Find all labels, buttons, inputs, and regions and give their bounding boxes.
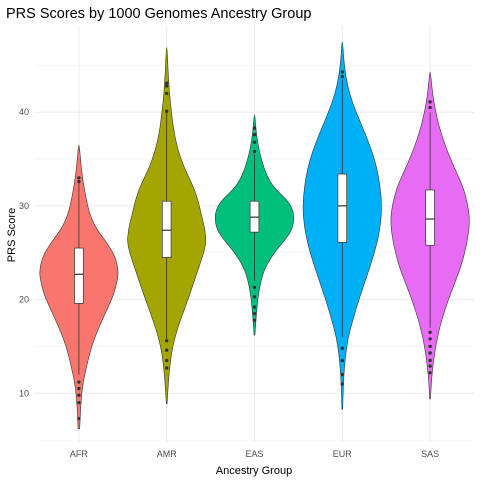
outlier-point [165, 339, 169, 343]
outlier-point [77, 386, 81, 391]
box-sas [425, 189, 435, 246]
box-afr [74, 247, 84, 304]
outlier-point [428, 105, 432, 110]
outlier-point [340, 346, 344, 351]
outlier-point [77, 179, 81, 184]
outlier-point [165, 84, 169, 88]
y-tick-label: 40 [19, 107, 29, 117]
x-axis-title: Ancestry Group [216, 465, 292, 477]
outlier-point [428, 370, 432, 375]
outlier-point [77, 400, 81, 405]
outlier-point [428, 100, 432, 104]
outlier-point [252, 295, 257, 299]
box-eur [337, 173, 348, 243]
outlier-point [165, 81, 169, 85]
chart-title: PRS Scores by 1000 Genomes Ancestry Grou… [6, 6, 311, 22]
outlier-point [252, 318, 257, 322]
violin-group-amr [127, 47, 207, 404]
outlier-point [428, 358, 432, 363]
outlier-point [77, 416, 81, 421]
violin-group-sas [390, 71, 470, 400]
violin-group-eas [214, 114, 295, 336]
box-amr [161, 200, 172, 258]
x-tick-label: AMR [157, 449, 178, 459]
outlier-point [165, 348, 169, 352]
x-axis-ticks: AFR AMR EAS EUR SAS [70, 449, 439, 459]
outlier-point [252, 140, 257, 144]
outlier-point [77, 380, 81, 384]
y-tick-label: 10 [19, 388, 29, 398]
outlier-point [165, 109, 169, 113]
x-tick-label: EAS [245, 449, 263, 459]
y-tick-label: 20 [19, 295, 29, 305]
outlier-point [340, 382, 344, 386]
x-tick-label: AFR [70, 449, 89, 459]
outlier-point [428, 351, 432, 355]
outlier-point [252, 132, 257, 137]
outlier-point [428, 330, 432, 335]
y-axis-title: PRS Score [6, 208, 18, 262]
outlier-point [252, 126, 257, 130]
outlier-point [252, 305, 257, 309]
violin-layer [39, 41, 470, 430]
outlier-point [165, 358, 169, 363]
outlier-point [340, 358, 344, 363]
outlier-point [165, 366, 169, 370]
x-tick-label: SAS [421, 449, 439, 459]
outlier-point [428, 344, 432, 349]
outlier-point [428, 364, 432, 368]
outlier-point [428, 337, 432, 341]
outlier-point [252, 285, 257, 290]
outlier-point [252, 311, 257, 316]
x-tick-label: EUR [333, 449, 353, 459]
y-axis-ticks: 10 20 30 40 [19, 107, 29, 398]
outlier-point [340, 74, 344, 79]
outlier-point [165, 91, 169, 96]
y-tick-label: 30 [19, 201, 29, 211]
outlier-point [77, 393, 81, 397]
violin-group-eur [302, 41, 382, 410]
outlier-point [340, 372, 344, 377]
outlier-point [77, 176, 81, 180]
outlier-point [340, 70, 344, 74]
violin-group-afr [39, 144, 119, 430]
outlier-point [252, 149, 257, 154]
